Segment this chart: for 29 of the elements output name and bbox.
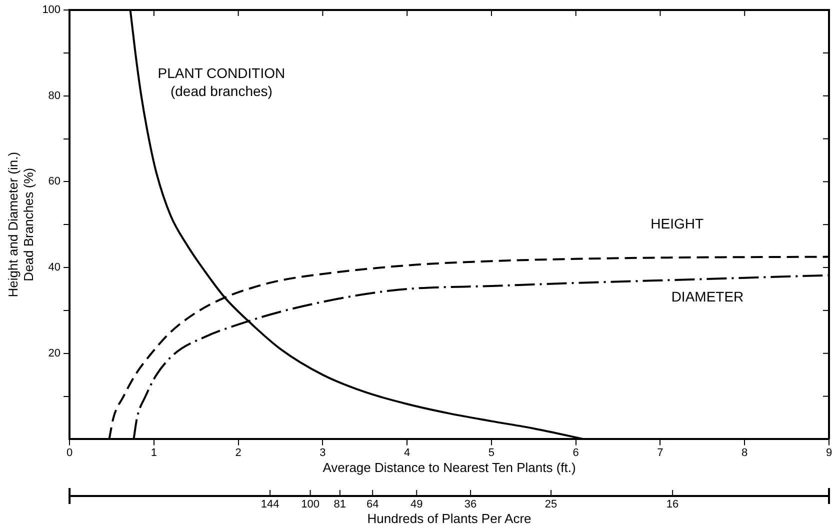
text: 16 <box>666 498 679 511</box>
x-tick-label: 7 <box>657 446 664 459</box>
series-label: PLANT CONDITION (dead branches) <box>158 64 286 99</box>
x-tick-label: 0 <box>66 446 73 459</box>
x-axis-title: Average Distance to Nearest Ten Plants (ft.) <box>322 460 576 475</box>
x2-axis-title: Hundreds of Plants Per Acre <box>367 511 532 526</box>
x-tick-label: 4 <box>404 446 410 459</box>
text: 49 <box>410 498 423 511</box>
x-tick-label: 8 <box>742 446 748 459</box>
text: 144 <box>260 498 280 511</box>
x-tick-label: 5 <box>488 446 495 459</box>
x-tick-label: 2 <box>235 446 242 459</box>
text: 64 <box>366 498 379 511</box>
y-axis-title: Height and Diameter (in.) Dead Branches (%) <box>5 152 36 298</box>
y-tick-label: 20 <box>48 347 61 360</box>
x-tick-label: 9 <box>826 446 832 459</box>
series-label: DIAMETER <box>671 288 744 304</box>
y-tick-label: 80 <box>48 90 61 102</box>
y-tick-label: 40 <box>48 262 61 274</box>
text: 81 <box>334 498 346 511</box>
x-tick-label: 1 <box>150 446 157 459</box>
text: 36 <box>464 498 477 511</box>
text: 100 <box>301 498 320 511</box>
y-tick-label: 100 <box>42 4 61 16</box>
series-label: HEIGHT <box>650 215 704 232</box>
x-tick-label: 6 <box>572 446 579 459</box>
x-tick-label: 3 <box>320 446 326 459</box>
y-tick-label: 60 <box>48 176 61 188</box>
text: 25 <box>544 498 558 511</box>
